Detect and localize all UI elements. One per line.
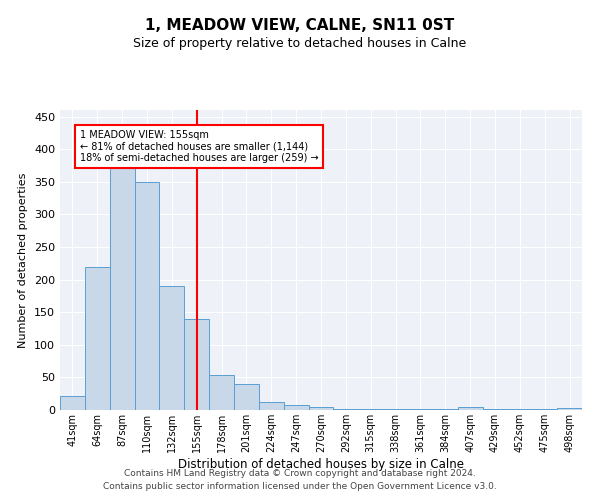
Bar — [259, 402, 284, 410]
Bar — [308, 408, 334, 410]
Bar — [284, 405, 308, 410]
Bar — [557, 408, 582, 410]
Bar — [134, 182, 160, 410]
Y-axis label: Number of detached properties: Number of detached properties — [19, 172, 28, 348]
Bar — [110, 162, 134, 410]
Bar — [358, 408, 383, 410]
Bar — [60, 396, 85, 410]
Bar — [458, 408, 482, 410]
Text: 1 MEADOW VIEW: 155sqm
← 81% of detached houses are smaller (1,144)
18% of semi-d: 1 MEADOW VIEW: 155sqm ← 81% of detached … — [80, 130, 319, 163]
Text: Size of property relative to detached houses in Calne: Size of property relative to detached ho… — [133, 38, 467, 51]
Bar — [209, 376, 234, 410]
Text: Contains HM Land Registry data © Crown copyright and database right 2024.: Contains HM Land Registry data © Crown c… — [124, 468, 476, 477]
Bar — [234, 384, 259, 410]
Bar — [383, 408, 408, 410]
Bar — [184, 318, 209, 410]
Text: Contains public sector information licensed under the Open Government Licence v3: Contains public sector information licen… — [103, 482, 497, 491]
Bar — [334, 408, 358, 410]
Text: 1, MEADOW VIEW, CALNE, SN11 0ST: 1, MEADOW VIEW, CALNE, SN11 0ST — [145, 18, 455, 32]
Bar — [85, 267, 110, 410]
X-axis label: Distribution of detached houses by size in Calne: Distribution of detached houses by size … — [178, 458, 464, 470]
Bar — [160, 286, 184, 410]
